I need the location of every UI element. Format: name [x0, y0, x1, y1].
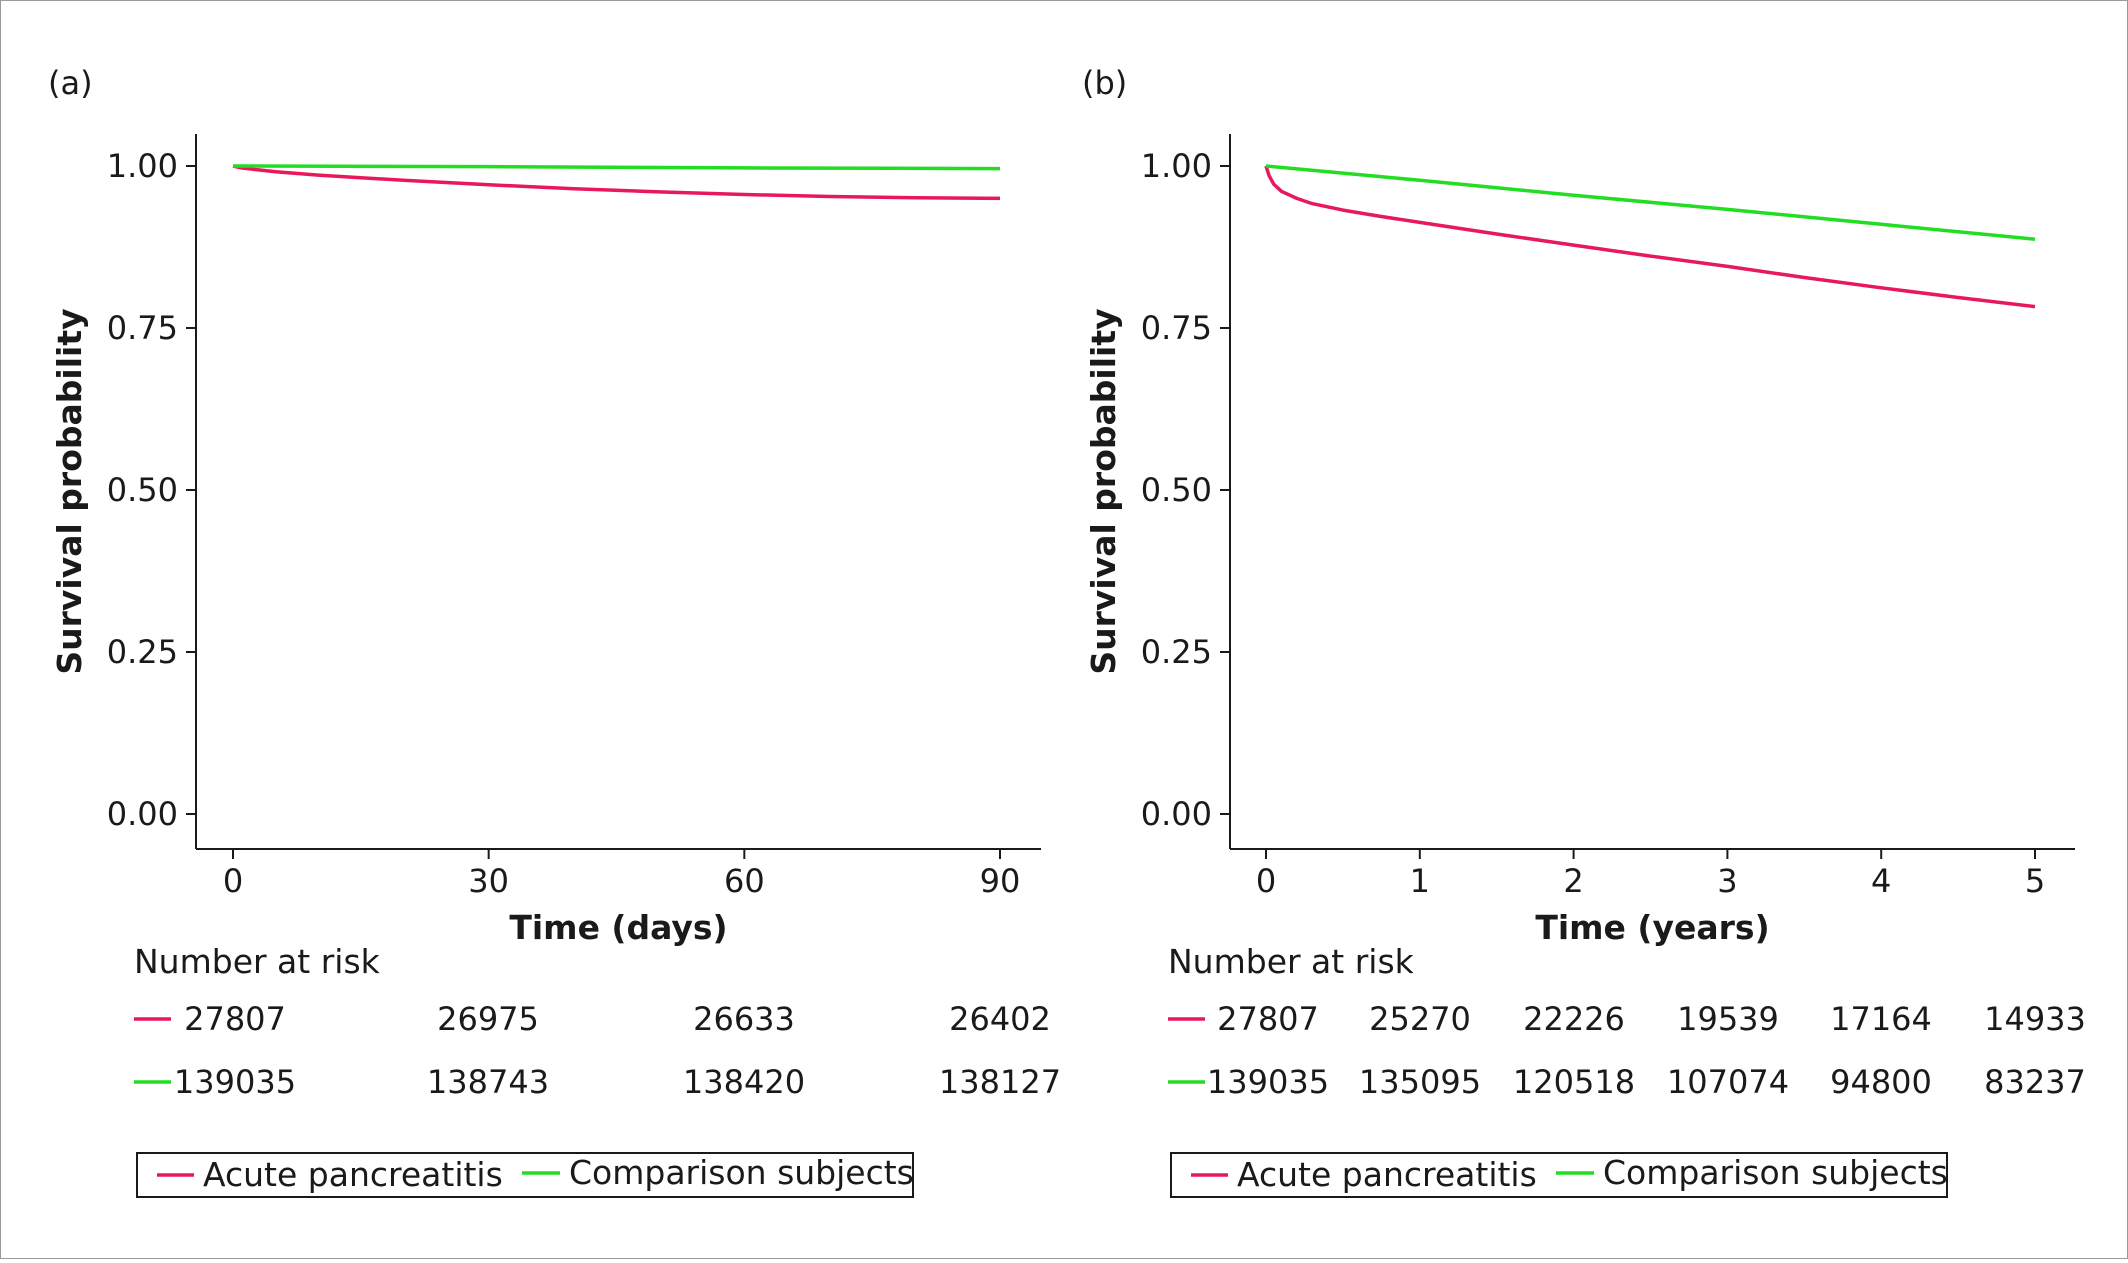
x-axis-title: Time (years) [1535, 908, 1769, 947]
risk-value: 94800 [1830, 1063, 1932, 1101]
y-tick-label: 0.50 [107, 471, 178, 509]
x-tick-label: 1 [1410, 862, 1430, 900]
risk-value: 27807 [1217, 1000, 1319, 1038]
x-tick-label: 0 [1256, 862, 1276, 900]
risk-value: 26975 [437, 1000, 539, 1038]
y-tick-label: 0.00 [107, 795, 178, 833]
x-axis-title: Time (days) [509, 908, 727, 947]
x-tick-label: 2 [1563, 862, 1583, 900]
series-line-acute [232, 164, 1001, 201]
legend-label: Comparison subjects [1603, 1153, 1948, 1192]
risk-table-title: Number at risk [1168, 942, 1415, 981]
series-line-comparison [1265, 164, 2036, 241]
risk-value: 26402 [949, 1000, 1051, 1038]
x-tick-label: 3 [1717, 862, 1737, 900]
x-tick-label: 0 [223, 862, 243, 900]
risk-value: 139035 [174, 1063, 296, 1101]
x-tick-label: 5 [2025, 862, 2045, 900]
x-tick-label: 90 [980, 862, 1021, 900]
risk-value: 22226 [1523, 1000, 1625, 1038]
y-tick-label: 0.00 [1141, 795, 1212, 833]
y-tick-label: 0.75 [1141, 309, 1212, 347]
y-axis-title: Survival probability [1084, 308, 1123, 674]
risk-value: 138743 [427, 1063, 549, 1101]
y-tick-label: 1.00 [107, 147, 178, 185]
risk-value: 17164 [1830, 1000, 1932, 1038]
y-tick-label: 0.25 [107, 633, 178, 671]
risk-value: 107074 [1667, 1063, 1789, 1101]
risk-value: 25270 [1369, 1000, 1471, 1038]
legend-box [1170, 1152, 1948, 1198]
risk-value: 138127 [939, 1063, 1061, 1101]
series-line-acute [1264, 165, 2036, 309]
risk-value: 19539 [1677, 1000, 1779, 1038]
legend-label: Acute pancreatitis [203, 1155, 503, 1194]
x-tick-label: 60 [724, 862, 765, 900]
y-tick-label: 0.25 [1141, 633, 1212, 671]
legend-label: Acute pancreatitis [1237, 1155, 1537, 1194]
risk-value: 14933 [1984, 1000, 2086, 1038]
panel-label: (b) [1082, 64, 1127, 102]
risk-value: 139035 [1207, 1063, 1329, 1101]
risk-value: 135095 [1359, 1063, 1481, 1101]
risk-value: 83237 [1984, 1063, 2086, 1101]
risk-value: 26633 [693, 1000, 795, 1038]
y-tick-label: 0.75 [107, 309, 178, 347]
series-line-comparison [232, 164, 1001, 171]
risk-value: 27807 [184, 1000, 286, 1038]
y-tick-label: 0.50 [1141, 471, 1212, 509]
y-axis-title: Survival probability [50, 308, 89, 674]
risk-table-title: Number at risk [134, 942, 381, 981]
legend-label: Comparison subjects [569, 1153, 914, 1192]
x-tick-label: 4 [1871, 862, 1891, 900]
x-tick-label: 30 [468, 862, 509, 900]
panel-label: (a) [48, 64, 93, 102]
risk-value: 138420 [683, 1063, 805, 1101]
risk-value: 120518 [1513, 1063, 1635, 1101]
y-tick-label: 1.00 [1141, 147, 1212, 185]
legend-box [136, 1152, 914, 1198]
